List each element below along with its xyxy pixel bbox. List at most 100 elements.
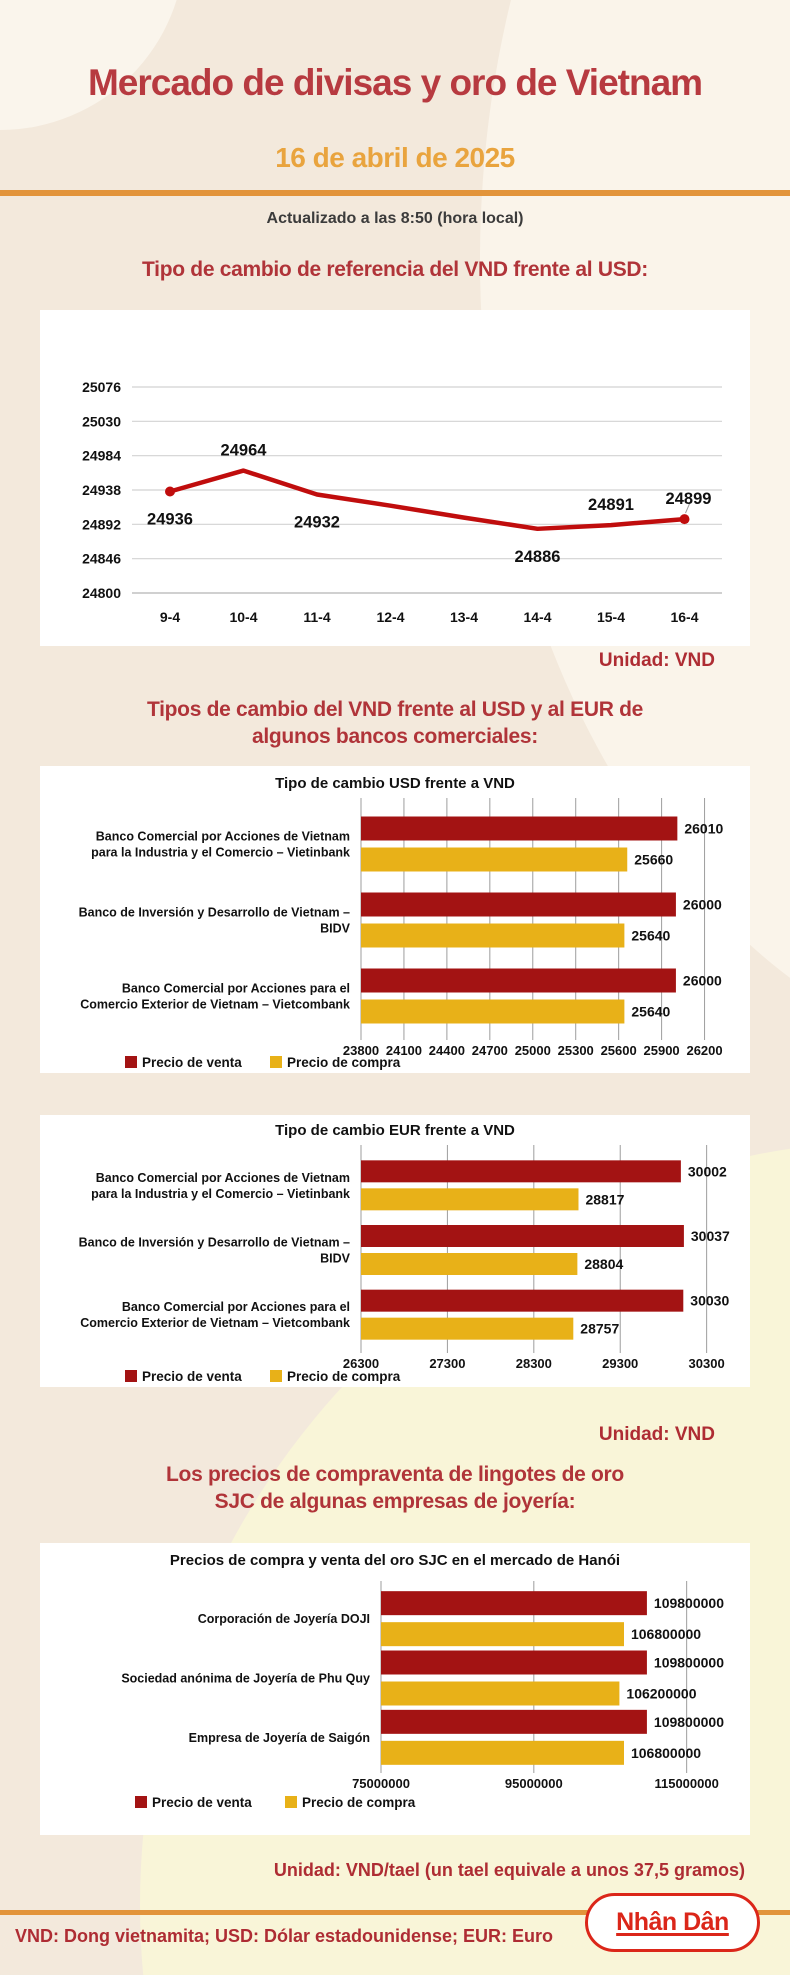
sell-price-bar — [361, 968, 676, 993]
x-tick-label: 24100 — [386, 1043, 422, 1058]
value-label: 26000 — [683, 973, 722, 989]
sell-price-bar — [361, 816, 678, 841]
value-label: 28804 — [584, 1256, 623, 1272]
sell-price-bar — [361, 892, 676, 917]
point-data-label: 24964 — [221, 442, 268, 460]
category-label: Empresa de Joyería de Saigón — [189, 1731, 370, 1745]
y-tick-label: 24938 — [82, 482, 121, 498]
legend-swatch — [135, 1796, 147, 1808]
rate-line — [167, 468, 687, 532]
buy-price-bar — [381, 1622, 624, 1647]
buy-price-bar — [361, 847, 628, 872]
gold-prices-bar-chart: Precios de compra y venta del oro SJC en… — [121, 1552, 724, 1810]
category-label: Banco de Inversión y Desarrollo de Vietn… — [79, 906, 350, 920]
x-tick-label: 16-4 — [670, 609, 698, 625]
unit-label-vnd-2: Unidad: VND — [598, 1424, 715, 1445]
x-tick-label: 95000000 — [505, 1776, 563, 1791]
y-tick-label: 25076 — [82, 379, 121, 395]
value-label: 25640 — [631, 928, 670, 944]
legend-label: Precio de compra — [302, 1795, 416, 1810]
sell-price-bar — [381, 1709, 647, 1734]
legend-label: Precio de venta — [142, 1369, 242, 1384]
point-data-label: 24891 — [588, 496, 634, 514]
legend-swatch — [125, 1056, 137, 1068]
y-tick-label: 25030 — [82, 413, 121, 429]
legend-swatch — [270, 1056, 282, 1068]
value-label: 28757 — [580, 1321, 619, 1337]
page-title: Mercado de divisas y oro de Vietnam — [87, 62, 703, 103]
value-label: 106800000 — [631, 1626, 701, 1642]
x-tick-label: 25000 — [515, 1043, 551, 1058]
sell-price-bar — [361, 1225, 684, 1247]
x-tick-label: 24700 — [472, 1043, 508, 1058]
sell-price-bar — [361, 1289, 684, 1312]
x-tick-label: 25900 — [644, 1043, 680, 1058]
sell-price-bar — [381, 1650, 647, 1675]
category-label: Banco Comercial por Acciones de Vietnam — [96, 830, 350, 844]
category-label: para la Industria y el Comercio – Vietin… — [91, 1187, 350, 1201]
buy-price-bar — [381, 1740, 624, 1765]
gold-prices-bar-chart-panel: Precios de compra y venta del oro SJC en… — [40, 1543, 750, 1835]
x-tick-label: 9-4 — [160, 609, 180, 625]
point-data-label: 24932 — [294, 513, 340, 531]
x-tick-label: 24400 — [429, 1043, 465, 1058]
x-tick-label: 13-4 — [450, 609, 478, 625]
section-heading-bank-rates: Tipos de cambio del VND frente al USD y … — [146, 698, 644, 748]
legend-label: Precio de venta — [142, 1055, 242, 1070]
category-label: Banco Comercial por Acciones para el — [122, 1300, 350, 1314]
x-tick-label: 25600 — [601, 1043, 637, 1058]
section-heading-gold-prices: Los precios de compraventa de lingotes d… — [166, 1463, 624, 1513]
category-label: BIDV — [320, 1252, 351, 1266]
usd-bank-rates-bar-chart: Tipo de cambio USD frente a VND 23800 2410… — [79, 775, 724, 1070]
data-point-marker — [679, 514, 690, 525]
category-label: Banco Comercial por Acciones para el — [122, 982, 350, 996]
value-label: 26000 — [683, 897, 722, 913]
category-label: Banco de Inversión y Desarrollo de Vietn… — [79, 1236, 350, 1250]
value-label: 25660 — [634, 852, 673, 868]
data-point-marker — [165, 486, 175, 497]
value-label: 25640 — [631, 1004, 670, 1020]
value-label: 28817 — [585, 1191, 624, 1207]
reference-rate-line-chart-panel: 25076 25030 24984 24938 24892 24846 24800 9-4 10… — [40, 310, 750, 646]
buy-price-bar — [361, 923, 625, 948]
legend-swatch — [270, 1370, 282, 1382]
legend-label: Precio de compra — [287, 1055, 401, 1070]
y-tick-label: 24800 — [82, 585, 121, 601]
legend-swatch — [285, 1796, 297, 1808]
value-label: 109800000 — [654, 1714, 724, 1730]
x-tick-label: 14-4 — [523, 609, 551, 625]
x-tick-label: 26200 — [686, 1043, 722, 1058]
sell-price-bar — [381, 1591, 647, 1616]
x-tick-label: 28300 — [516, 1356, 552, 1371]
label-leader-line — [685, 498, 692, 514]
buy-price-bar — [361, 1317, 574, 1340]
footer-abbreviations: VND: Dong vietnamita; USD: Dólar estadou… — [15, 1926, 554, 1946]
y-tick-label: 24846 — [82, 551, 121, 567]
buy-price-bar — [361, 999, 625, 1024]
category-label: Corporación de Joyería DOJI — [198, 1612, 370, 1626]
x-tick-label: 75000000 — [352, 1776, 410, 1791]
x-tick-label: 11-4 — [303, 609, 330, 625]
section-heading-reference-rate: Tipo de cambio de referencia del VND fre… — [142, 258, 648, 281]
x-tick-label: 29300 — [602, 1356, 638, 1371]
y-tick-label: 24892 — [82, 516, 121, 532]
value-label: 26010 — [684, 821, 723, 837]
x-tick-label: 10-4 — [229, 609, 257, 625]
point-data-label: 24886 — [515, 548, 561, 566]
x-tick-label: 23800 — [343, 1043, 379, 1058]
y-tick-label: 24984 — [82, 448, 121, 464]
value-label: 109800000 — [654, 1655, 724, 1671]
value-label: 109800000 — [654, 1595, 724, 1611]
point-data-label: 24936 — [147, 510, 193, 528]
value-label: 30002 — [688, 1163, 727, 1179]
category-label: Comercio Exterior de Vietnam – Vietcomba… — [80, 998, 350, 1012]
value-label: 30030 — [690, 1293, 729, 1309]
legend-swatch — [125, 1370, 137, 1382]
buy-price-bar — [361, 1188, 579, 1211]
chart-title: Precios de compra y venta del oro SJC en… — [170, 1552, 620, 1569]
sell-price-bar — [361, 1160, 681, 1183]
x-tick-label: 26300 — [343, 1356, 379, 1371]
x-tick-label: 115000000 — [654, 1776, 718, 1791]
eur-bank-rates-bar-chart: Tipo de cambio EUR frente a VND 26300 2730… — [79, 1122, 730, 1384]
